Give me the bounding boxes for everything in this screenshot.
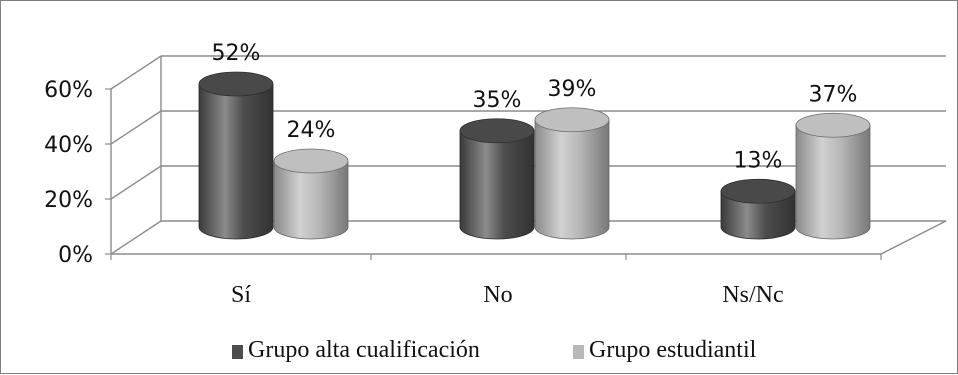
gridline-side — [110, 220, 162, 255]
bar-top — [534, 107, 610, 133]
bar-body — [534, 119, 610, 240]
bar-top — [720, 178, 796, 204]
data-label: 37% — [809, 82, 858, 107]
data-label: 13% — [734, 148, 783, 173]
bar-top — [459, 118, 535, 144]
bar-body — [273, 160, 349, 240]
gridline-side — [110, 165, 162, 200]
legend-swatch — [232, 345, 243, 359]
bar-body — [198, 83, 274, 240]
bar-top — [273, 148, 349, 174]
legend-label: Grupo estudiantil — [589, 337, 757, 363]
bar — [198, 71, 274, 240]
x-tick-label: Ns/Nc — [722, 282, 783, 308]
gridline-side — [110, 55, 162, 90]
bar-body — [795, 124, 871, 240]
bar-top — [198, 71, 274, 97]
data-label: 24% — [287, 118, 336, 143]
data-label: 35% — [473, 88, 522, 113]
gridline-side — [110, 110, 162, 145]
legend-label: Grupo alta cualificación — [248, 337, 480, 363]
x-tick-label: Sí — [231, 282, 251, 308]
bar — [795, 112, 871, 240]
data-label: 52% — [212, 41, 261, 66]
bar-top — [795, 112, 871, 138]
x-tick-label: No — [483, 282, 512, 308]
y-tick-label: 40% — [44, 133, 93, 158]
legend-swatch — [573, 345, 584, 359]
y-tick-label: 60% — [44, 78, 93, 103]
bar — [459, 118, 535, 240]
y-tick-label: 0% — [58, 243, 93, 268]
bar-body — [459, 130, 535, 240]
bar — [720, 178, 796, 240]
bar — [534, 107, 610, 240]
bar-body — [720, 190, 796, 240]
data-label: 39% — [548, 77, 597, 102]
bar — [273, 148, 349, 240]
y-tick-label: 20% — [44, 188, 93, 213]
